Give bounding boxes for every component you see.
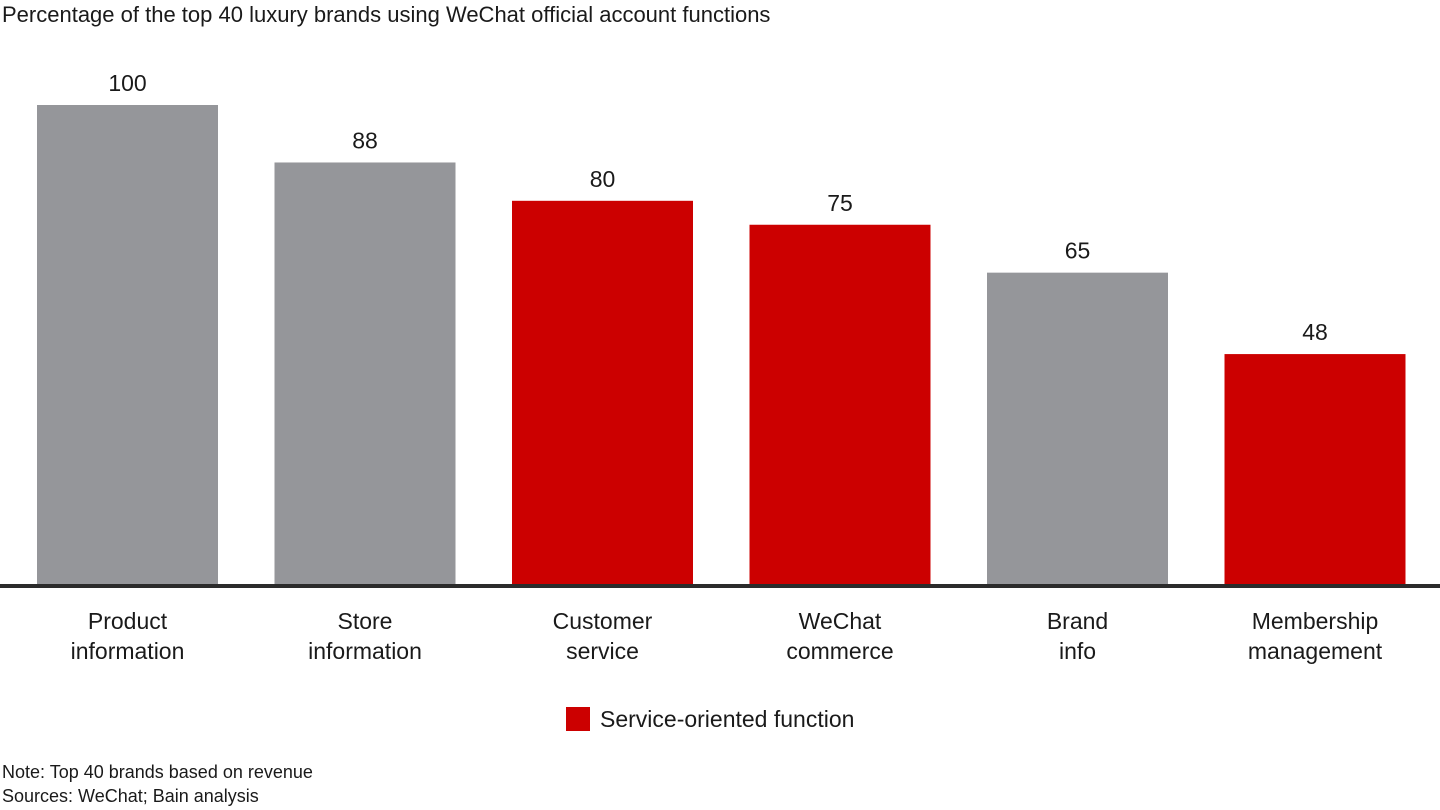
category-label-product-information: Product information (71, 608, 185, 664)
legend-label-service-oriented: Service-oriented function (600, 706, 855, 732)
value-label-wechat-commerce: 75 (827, 190, 853, 216)
legend: Service-oriented function (566, 706, 854, 732)
value-label-brand-info: 65 (1065, 238, 1091, 264)
sources-text: Sources: WeChat; Bain analysis (2, 786, 259, 806)
category-label-membership-management: Membership management (1248, 608, 1383, 664)
value-label-store-information: 88 (352, 127, 378, 153)
category-label-wechat-commerce: WeChat commerce (786, 608, 893, 664)
footnotes: Note: Top 40 brands based on revenue Sou… (2, 760, 313, 808)
value-label-customer-service: 80 (590, 166, 616, 192)
bar-store-information (274, 162, 456, 585)
chart-title: Percentage of the top 40 luxury brands u… (2, 2, 771, 27)
bar-wechat-commerce (749, 224, 931, 584)
category-label-store-information: Store information (308, 608, 422, 664)
category-label-brand-info: Brand info (1047, 608, 1108, 664)
note-text: Note: Top 40 brands based on revenue (2, 762, 313, 782)
bar-membership-management (1224, 354, 1406, 584)
legend-swatch-service-oriented (566, 707, 590, 731)
value-label-membership-management: 48 (1302, 319, 1328, 345)
bar-customer-service (512, 200, 693, 585)
value-labels-group: 100 88 80 75 65 48 (108, 70, 1327, 345)
category-labels-group: Product information Store information Custom… (71, 608, 1383, 664)
bar-product-information (37, 105, 218, 584)
value-label-product-information: 100 (108, 70, 146, 96)
category-label-customer-service: Customer service (553, 608, 653, 664)
bar-brand-info (987, 272, 1168, 584)
bar-chart: 100 88 80 75 65 48 Product information Store inf… (0, 70, 1440, 664)
bars-group (37, 105, 1406, 585)
